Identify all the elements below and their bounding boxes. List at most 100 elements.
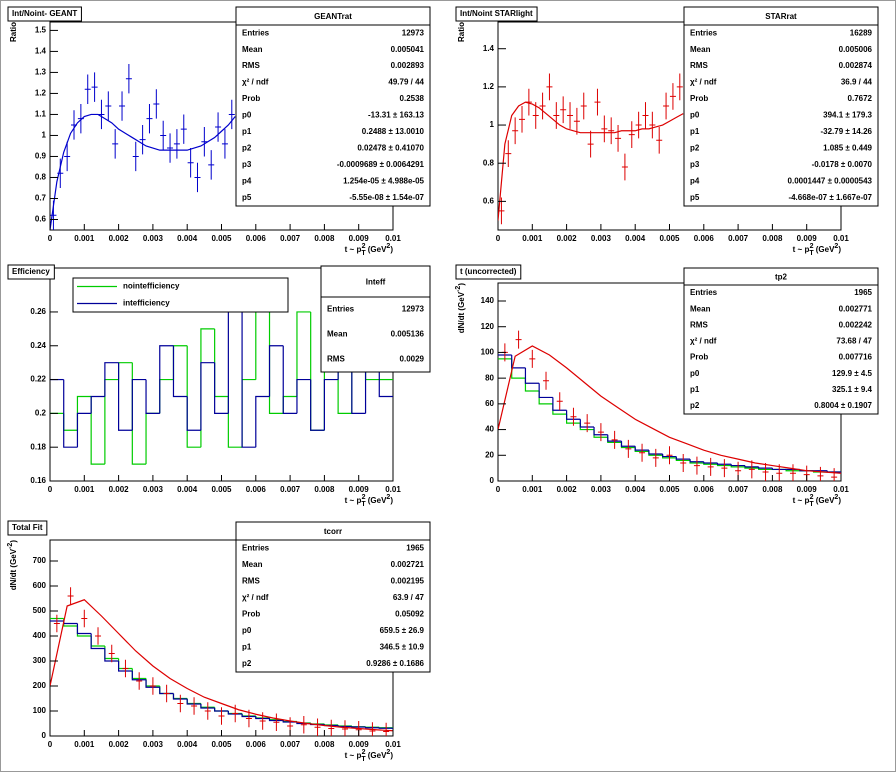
y-tick-label: 0.26: [30, 307, 46, 316]
error-point: [146, 103, 153, 134]
x-tick-label: 0.009: [797, 485, 818, 494]
label-part: ): [390, 496, 393, 505]
label-part: t ~ p: [793, 496, 810, 505]
stats-label: p2: [690, 401, 700, 410]
stats-label: p3: [690, 160, 700, 169]
x-tick-label: 0.005: [211, 485, 232, 494]
x-tick-label: 0.004: [177, 740, 198, 749]
y-tick-label: 1.1: [35, 110, 47, 119]
histogram-bin: [716, 463, 732, 465]
stats-label: p2: [242, 144, 252, 153]
plot-area: [498, 330, 841, 481]
error-point: [204, 702, 211, 720]
label-part: ): [838, 245, 841, 254]
x-axis-label: t ~ pT2 (GeV2): [793, 243, 842, 257]
histogram-bin: [131, 671, 147, 681]
error-point: [191, 697, 198, 715]
stats-value: 0.9286 ± 0.1686: [366, 659, 424, 668]
stats-label: p0: [690, 111, 700, 120]
stats-value: 659.5 ± 26.9: [380, 626, 425, 635]
fit-curve: [50, 113, 236, 230]
y-tick-label: 1: [490, 120, 495, 129]
x-tick-label: 0.005: [211, 234, 232, 243]
histogram-bin: [675, 456, 691, 460]
stats-box: [683, 6, 879, 207]
label-part: 2: [810, 243, 814, 250]
stats-title: tp2: [775, 273, 788, 282]
error-point: [369, 722, 376, 736]
histogram-bin: [730, 464, 745, 467]
error-point: [125, 64, 132, 94]
error-point: [519, 105, 526, 133]
error-point: [119, 91, 126, 121]
y-tick-label: 0: [490, 476, 495, 485]
error-point: [573, 107, 580, 135]
stats-label: Entries: [242, 28, 270, 37]
x-tick-label: 0.002: [557, 485, 578, 494]
error-point: [314, 718, 321, 736]
x-tick-label: 0.003: [591, 234, 612, 243]
x-tick-label: 0.004: [177, 234, 198, 243]
label-part: 2: [362, 749, 366, 756]
error-point: [153, 89, 160, 119]
stats-value: 16289: [850, 28, 873, 37]
x-tick-label: 0.002: [109, 485, 130, 494]
error-point: [580, 92, 587, 120]
stats-value: 1965: [406, 543, 424, 552]
stats-label: χ² / ndf: [242, 593, 269, 602]
stats-label: Entries: [690, 28, 718, 37]
stats-value: 1.085 ± 0.449: [823, 144, 872, 153]
error-point: [652, 448, 659, 467]
error-point: [693, 456, 700, 475]
histogram-bin: [607, 434, 622, 442]
y-tick-label: 0.6: [483, 196, 495, 205]
y-tick-label: 100: [481, 348, 495, 357]
stats-label: p5: [242, 193, 252, 202]
stats-label: p2: [242, 659, 252, 668]
y-tick-label: 0.8: [35, 173, 47, 182]
histogram-bin: [76, 623, 92, 635]
panel-title: Int/Noint- GEANT: [12, 9, 77, 18]
panel-title-box: [7, 264, 55, 280]
histogram-bin: [566, 410, 581, 420]
error-point: [53, 614, 60, 633]
stats-box: [320, 265, 431, 373]
stats-value: 0.2538: [400, 94, 425, 103]
y-tick-label: 1.5: [35, 26, 47, 35]
fit-curve: [498, 345, 841, 474]
panel-title: Total Fit: [12, 523, 43, 532]
histogram-bin: [538, 383, 553, 399]
y-axis-label: Ratio: [457, 22, 466, 42]
histogram-bin: [255, 395, 270, 448]
plot-area: [498, 73, 684, 225]
error-point: [512, 117, 519, 145]
histogram-bin: [63, 379, 78, 448]
stats-box: [683, 267, 879, 415]
stats-value: 0.002721: [391, 560, 425, 569]
stats-value: 0.2488 ± 13.0010: [362, 127, 425, 136]
error-point: [173, 129, 180, 159]
stats-value: 63.9 / 47: [393, 593, 425, 602]
histogram-bin: [296, 378, 311, 414]
label-part: (GeV: [366, 496, 388, 505]
histogram-bin: [104, 362, 119, 397]
stats-value: 0.002893: [391, 61, 425, 70]
error-point: [300, 716, 307, 734]
error-point: [515, 330, 522, 349]
error-point: [529, 349, 536, 368]
stats-value: 129.9 ± 4.5: [832, 369, 873, 378]
error-point: [597, 423, 604, 442]
stats-value: 0.002242: [839, 320, 873, 329]
stats-label: p3: [242, 160, 252, 169]
panel-title-box: [7, 6, 82, 22]
error-point: [163, 684, 170, 703]
histogram-bin: [172, 345, 188, 398]
stats-value: 0.002771: [839, 304, 873, 313]
x-axis-label: t ~ pT2 (GeV2): [793, 494, 842, 508]
error-point: [789, 464, 796, 481]
error-point: [560, 96, 567, 124]
y-tick-label: 200: [33, 681, 47, 690]
histogram-bin: [620, 441, 636, 447]
x-tick-label: 0.01: [385, 234, 401, 243]
histogram-bin: [579, 419, 595, 428]
